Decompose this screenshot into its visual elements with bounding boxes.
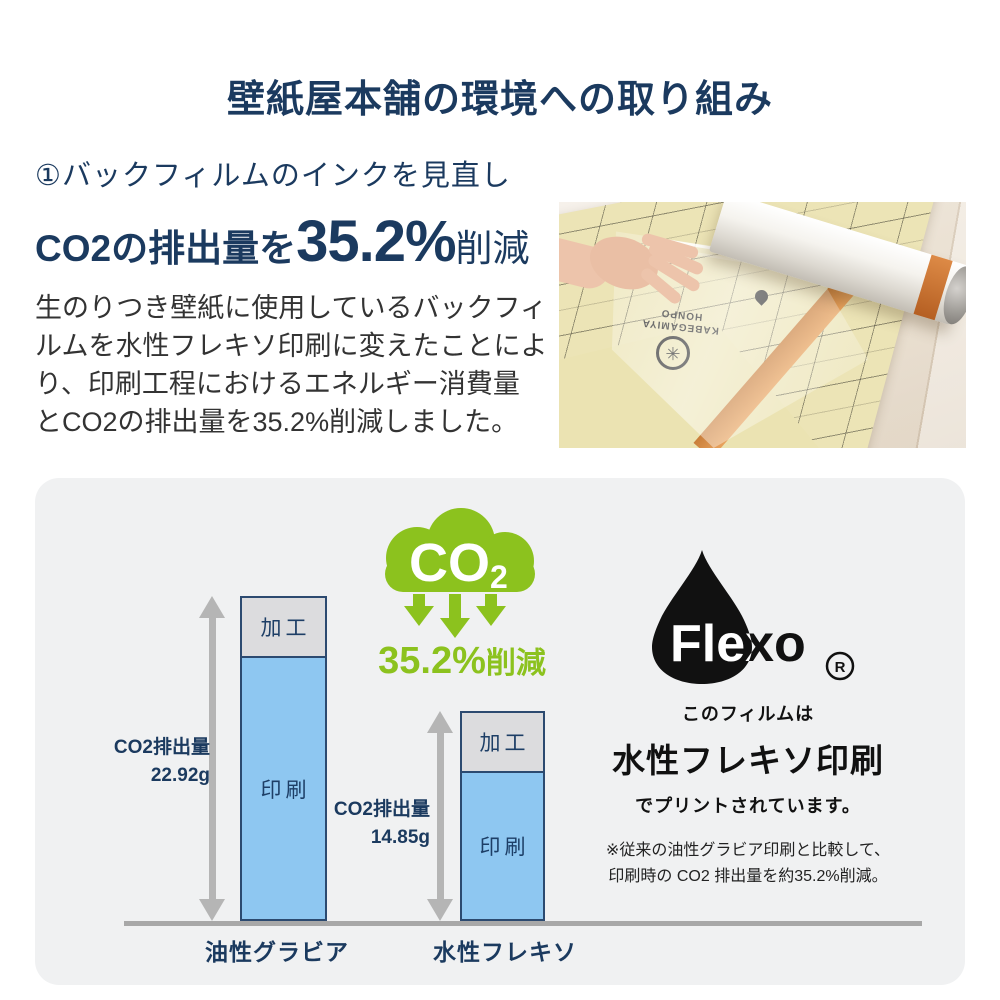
arrow-down-icon	[427, 899, 453, 921]
arrow-down-icon	[199, 899, 225, 921]
flexo-wordmark-white: Flexo	[670, 615, 806, 673]
value-label-amount: 22.92g	[150, 765, 210, 786]
segment-label: 印刷	[260, 778, 311, 802]
total-arrow-flexo	[425, 711, 455, 921]
arrow-up-icon	[199, 596, 225, 618]
note-line: 印刷時の CO2 排出量を約35.2%削減。	[608, 868, 888, 885]
registered-mark: R	[825, 651, 855, 681]
infographic-panel: 加工 印刷 CO2排出量 22.92g 加工 印刷 CO2排出量 14.85g	[35, 478, 965, 985]
intro-line: とCO2の排出量を35.2%削減しました。	[35, 407, 519, 437]
bar-segment-printing: 印刷	[242, 658, 325, 919]
total-arrow-gravure	[197, 596, 227, 921]
value-label-amount: 14.85g	[370, 827, 430, 848]
co2-highlight: CO2の排出量を35.2%削減	[35, 208, 565, 275]
product-photo: KABEGAMIYA HONPO ✳	[559, 202, 966, 448]
statement-line3: でプリントされています。	[635, 796, 861, 816]
highlight-suffix: 削減	[455, 228, 530, 269]
chart-baseline	[124, 921, 922, 926]
bar-value-label: CO2排出量 14.85g	[270, 796, 430, 852]
arrow-up-icon	[427, 711, 453, 733]
segment-label: 加工	[260, 617, 311, 640]
intro-line: り、印刷工程におけるエネルギー消費量	[35, 369, 520, 399]
statement-note: ※従来の油性グラビア印刷と比較して、 印刷時の CO2 排出量を約35.2%削減…	[588, 838, 908, 890]
section-heading: ①バックフィルムのインクを見直し	[35, 160, 511, 192]
intro-line: ルムを水性フレキソ印刷に変えたことによ	[35, 331, 548, 361]
bar-segment-processing: 加工	[462, 713, 543, 773]
category-label-flexo: 水性フレキソ	[433, 939, 577, 965]
film-statement: このフィルムは 水性フレキソ印刷 でプリントされています。 ※従来の油性グラビア…	[588, 700, 908, 890]
category-label-gravure: 油性グラビア	[205, 939, 349, 965]
arrow-shaft	[436, 733, 444, 899]
value-label-title: CO2排出量	[333, 799, 430, 820]
registered-letter: R	[835, 659, 846, 676]
intro-paragraph: 生のりつき壁紙に使用しているバックフィ ルムを水性フレキソ印刷に変えたことによ …	[35, 289, 565, 441]
page-title: 壁紙屋本舗の環境への取り組み	[226, 79, 773, 121]
highlight-value: 35.2%	[296, 209, 456, 274]
segment-label: 加工	[479, 732, 530, 755]
statement-line1: このフィルムは	[681, 704, 815, 724]
bar-oil-gravure: 加工 印刷	[240, 596, 327, 921]
reduction-value: 35.2%	[378, 640, 486, 682]
reduction-label: 35.2%削減	[347, 638, 577, 683]
co2-cloud-icon: CO2	[385, 508, 535, 638]
cloud-sub-label: 2	[490, 559, 508, 595]
statement-line2: 水性フレキソ印刷	[612, 742, 884, 779]
bar-water-flexo: 加工 印刷	[460, 711, 545, 921]
cloud-co-label: CO	[409, 533, 490, 593]
value-label-title: CO2排出量	[113, 737, 210, 758]
svg-text:CO2: CO2	[409, 533, 508, 595]
bar-segment-printing: 印刷	[462, 773, 543, 919]
flexo-logo: Flexo Flexo R	[652, 550, 855, 684]
intro-line: 生のりつき壁紙に使用しているバックフィ	[35, 293, 547, 323]
reduction-suffix: 削減	[485, 647, 546, 680]
segment-label: 印刷	[479, 836, 530, 859]
flexo-droplet-icon	[652, 550, 752, 684]
bar-value-label: CO2排出量 22.92g	[50, 734, 210, 790]
bar-segment-processing: 加工	[242, 598, 325, 658]
arrow-shaft	[208, 618, 216, 899]
highlight-prefix: CO2の排出量を	[35, 228, 297, 269]
intro-section: ①バックフィルムのインクを見直し CO2の排出量を35.2%削減 生のりつき壁紙…	[35, 152, 565, 441]
note-line: ※従来の油性グラビア印刷と比較して、	[605, 842, 891, 859]
